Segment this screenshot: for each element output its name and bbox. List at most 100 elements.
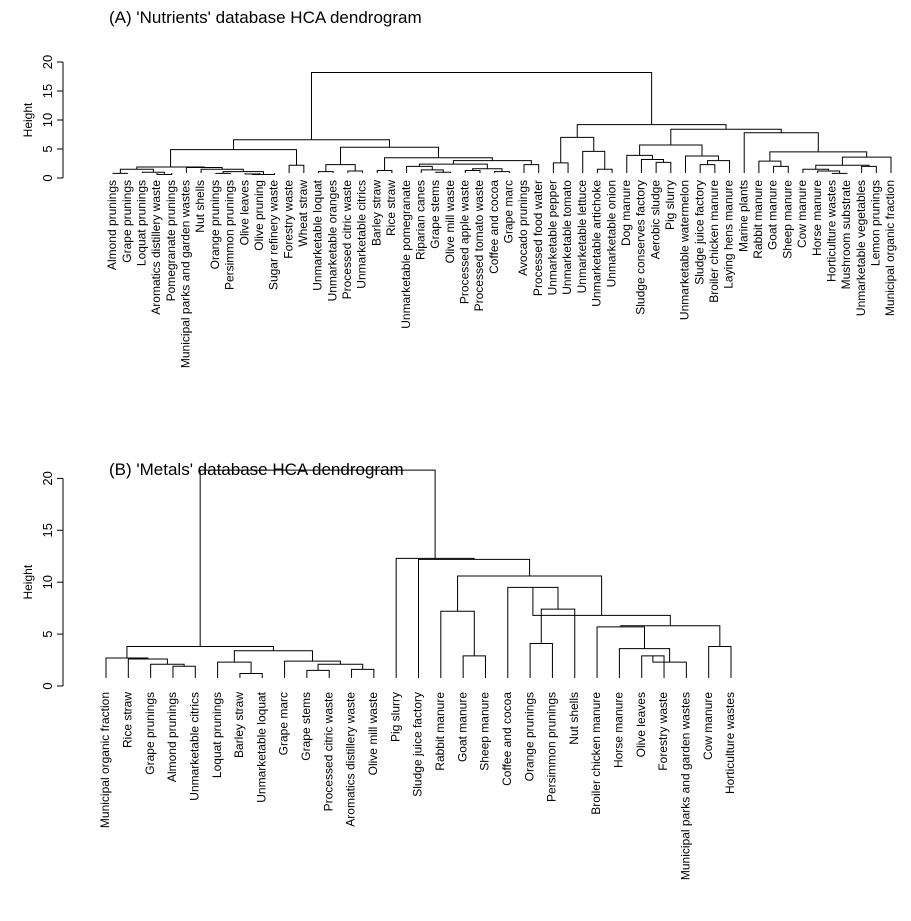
leaf-label: Processed citric waste <box>340 180 354 300</box>
dendrogram-link <box>769 151 868 162</box>
dendrogram-link <box>311 71 653 140</box>
dendrogram-link <box>150 663 185 678</box>
leaf-label: Coffee and cocoa <box>500 692 514 786</box>
leaf-label: Rice straw <box>384 180 398 236</box>
leaf-label: Nut shells <box>193 180 207 233</box>
leaf-label: Goat manure <box>766 180 780 250</box>
dendrogram-link <box>494 171 510 173</box>
dendrogram-link <box>532 587 671 626</box>
y-tick-label: 10 <box>40 113 55 127</box>
dendrogram-link <box>626 154 653 173</box>
leaf-label: Marine plants <box>736 180 750 252</box>
dendrogram-link <box>172 665 196 678</box>
nutrients-dendrogram-panel: (A) 'Nutrients' database HCA dendrogram … <box>0 0 911 460</box>
dendrogram-link <box>244 173 261 175</box>
leaf-label: Cow manure <box>795 180 809 248</box>
leaf-label: Rabbit manure <box>433 692 447 771</box>
leaf-label: Unmarketable onion <box>604 180 618 287</box>
dendrogram-link <box>529 642 553 678</box>
leaf-label: Grape marc <box>277 692 291 755</box>
leaf-label: Unmarketable watermelon <box>678 180 692 320</box>
dendrogram-link <box>318 171 334 173</box>
leaf-label: Loquat prunings <box>210 692 224 778</box>
dendrogram-link <box>620 625 721 647</box>
leaf-label: Municipal parks and garden wastes <box>679 692 693 880</box>
y-tick-label: 0 <box>40 682 55 689</box>
leaf-label: Laying hens manure <box>722 180 736 289</box>
leaf-label: Olive pruning <box>252 180 266 251</box>
dendrogram-link <box>317 663 364 671</box>
leaf-label: Sludge conserves factory <box>634 180 648 315</box>
leaf-label: Forestry waste <box>281 180 295 259</box>
leaf-label: Aromatics distillery waste <box>344 692 358 827</box>
leaf-label: Grape marc <box>502 180 516 243</box>
leaf-label: Riparian canes <box>413 180 427 260</box>
dendrogram-link <box>641 655 665 678</box>
leaf-label: Unmarketable tomato <box>560 180 574 295</box>
dendrogram-link <box>758 160 782 173</box>
chart-title: (A) 'Nutrients' database HCA dendrogram <box>109 8 422 27</box>
dendrogram-link <box>306 669 330 678</box>
leaf-label: Aerobic sludge <box>648 180 662 260</box>
leaf-label: Sludge juice factory <box>411 692 425 797</box>
leaf-label: Unmarketable artichoke <box>590 180 604 307</box>
leaf-label: Barley straw <box>369 180 383 246</box>
leaf-label: Horse manure <box>810 180 824 256</box>
dendrogram-link <box>652 655 687 678</box>
leaf-label: Cow manure <box>701 692 715 760</box>
leaf-label: Pig slurry <box>663 180 677 230</box>
dendrogram-link <box>340 146 439 165</box>
leaf-label: Persimmon prunings <box>545 692 559 802</box>
y-tick-label: 5 <box>40 145 55 152</box>
leaf-label: Aromatics distillery waste <box>149 180 163 315</box>
dendrogram-link <box>560 136 595 163</box>
leaf-label: Unmarketable loquat <box>254 691 268 802</box>
dendrogram-link <box>576 124 727 138</box>
dendrogram-link <box>418 558 531 678</box>
dendrogram-link <box>239 673 263 678</box>
leaf-label: Horticulture wastes <box>824 180 838 282</box>
leaf-label: Broiler chicken manure <box>707 180 721 303</box>
leaf-label: Almond prunings <box>165 692 179 782</box>
leaf-label: Unmarketable pomegranate <box>399 180 413 329</box>
dendrogram-link <box>217 661 252 678</box>
y-tick-label: 5 <box>40 630 55 637</box>
leaf-label: Olive leaves <box>634 692 648 757</box>
leaf-label: Barley straw <box>232 692 246 758</box>
metals-dendrogram-panel: (B) 'Metals' database HCA dendrogram 0 5 1… <box>0 460 911 921</box>
leaf-label: Wheat straw <box>296 180 310 247</box>
y-tick-label: 20 <box>40 55 55 69</box>
leaf-label: Unmarketable loquat <box>311 179 325 290</box>
leaf-label: Loquat prunings <box>135 180 149 266</box>
leaf-label: Coffee and cocoa <box>487 180 501 274</box>
leaf-label: Mushroom substrate <box>839 180 853 290</box>
dendrogram-link <box>708 646 732 678</box>
dendrogram-link <box>861 165 877 173</box>
dendrogram-link <box>185 167 223 173</box>
leaf-label: Unmarketable oranges <box>325 180 339 301</box>
leaf-label: Orange prunings <box>522 692 536 781</box>
leaf-label: Pomegranate prunings <box>164 180 178 301</box>
leaf-label: Lemon prunings <box>868 180 882 266</box>
dendrogram-link <box>596 626 646 678</box>
leaf-label: Unmarketable citrics <box>355 180 369 289</box>
y-tick-label: 15 <box>40 523 55 537</box>
leaf-label: Olive mill waste <box>443 180 457 264</box>
dendrogram-link <box>440 610 475 678</box>
leaf-label: Sugar refinery waste <box>267 180 281 290</box>
dendrogram-link <box>640 158 664 173</box>
y-tick-label: 15 <box>40 84 55 98</box>
dendrogram-link <box>126 646 274 658</box>
leaf-label: Unmarketable vegetables <box>854 180 868 316</box>
dendrogram-link <box>596 168 613 173</box>
dendrogram-link <box>351 668 375 678</box>
leaf-label: Grape stems <box>428 180 442 249</box>
dendrogram-link <box>288 164 305 173</box>
dendrogram-link <box>707 160 731 173</box>
leaf-label: Grape prunings <box>143 692 157 775</box>
dendrogram-link <box>773 165 789 173</box>
dendrogram-link <box>127 658 168 678</box>
dendrogram-link <box>457 575 603 616</box>
leaf-label: Unmarketable pepper <box>546 180 560 295</box>
y-tick-label: 10 <box>40 575 55 589</box>
